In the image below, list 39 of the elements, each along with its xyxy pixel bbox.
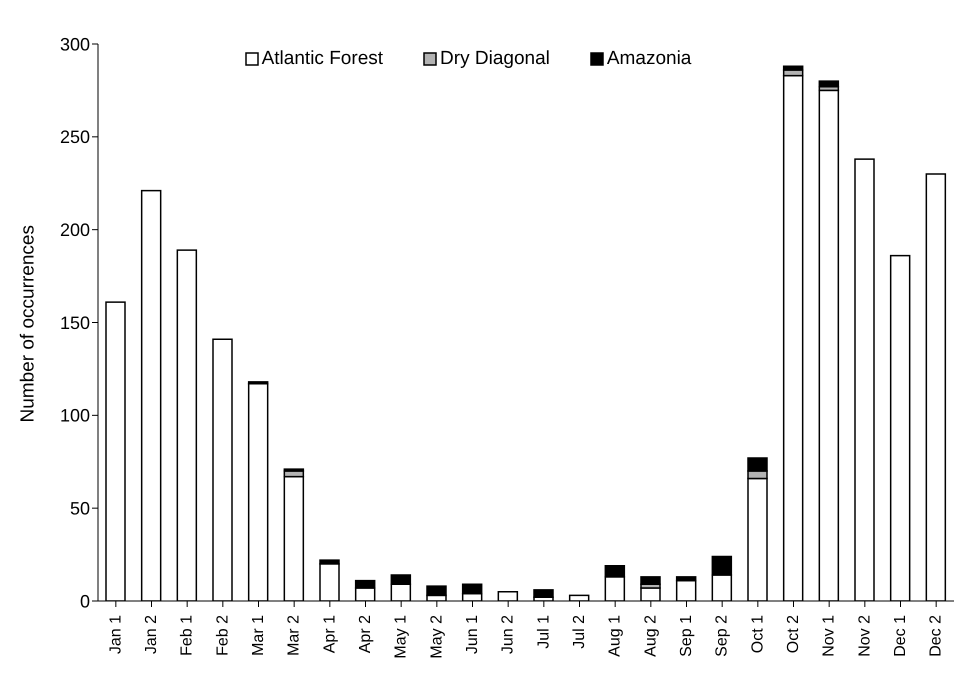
x-tick-label: Jun 1 <box>464 614 481 654</box>
x-tick-label: Nov 1 <box>820 614 838 657</box>
legend-label: Dry Diagonal <box>439 48 550 70</box>
x-tick-label: Aug 1 <box>606 614 624 657</box>
x-tick-label: Apr 2 <box>357 614 374 654</box>
x-tick-label: Jul 2 <box>571 614 588 649</box>
y-tick-label: 150 <box>60 312 90 333</box>
x-tick-label: Apr 1 <box>321 614 338 654</box>
bar <box>640 576 661 586</box>
x-tick-label: Sep 2 <box>714 614 731 657</box>
x-tick-label: Dec 2 <box>928 614 945 657</box>
legend-label: Amazonia <box>606 48 692 70</box>
x-tick-label: May 2 <box>428 614 446 659</box>
bar <box>818 80 840 88</box>
x-tick-label: Jun 2 <box>500 614 517 654</box>
legend-label: Atlantic Forest <box>260 48 384 70</box>
y-tick-label: 250 <box>60 127 90 148</box>
y-tick-label: 0 <box>80 591 90 612</box>
bar <box>533 589 554 598</box>
x-tick-label: Jul 1 <box>535 614 552 649</box>
y-tick-label: 200 <box>60 220 90 240</box>
x-tick-label: Nov 2 <box>856 614 874 657</box>
x-tick-label: May 1 <box>392 614 410 659</box>
x-tick-label: Feb 1 <box>178 614 196 656</box>
x-tick-label: Oct 2 <box>785 614 802 654</box>
x-tick-label: Mar 1 <box>250 614 267 656</box>
y-axis-title: Number of occurrences <box>18 225 39 422</box>
x-tick-label: Sep 1 <box>678 614 695 657</box>
x-tick-label: Jan 2 <box>143 614 160 654</box>
x-tick-label: Oct 1 <box>749 614 766 654</box>
y-tick-label: 100 <box>60 406 90 426</box>
x-tick-label: Dec 1 <box>892 614 909 657</box>
x-tick-label: Aug 2 <box>642 614 660 657</box>
x-tick-label: Feb 2 <box>214 614 232 656</box>
x-tick-label: Mar 2 <box>286 614 303 656</box>
y-tick-label: 300 <box>60 34 90 54</box>
y-tick-label: 50 <box>70 498 90 519</box>
bar <box>426 585 447 596</box>
x-tick-label: Jan 1 <box>107 614 124 654</box>
